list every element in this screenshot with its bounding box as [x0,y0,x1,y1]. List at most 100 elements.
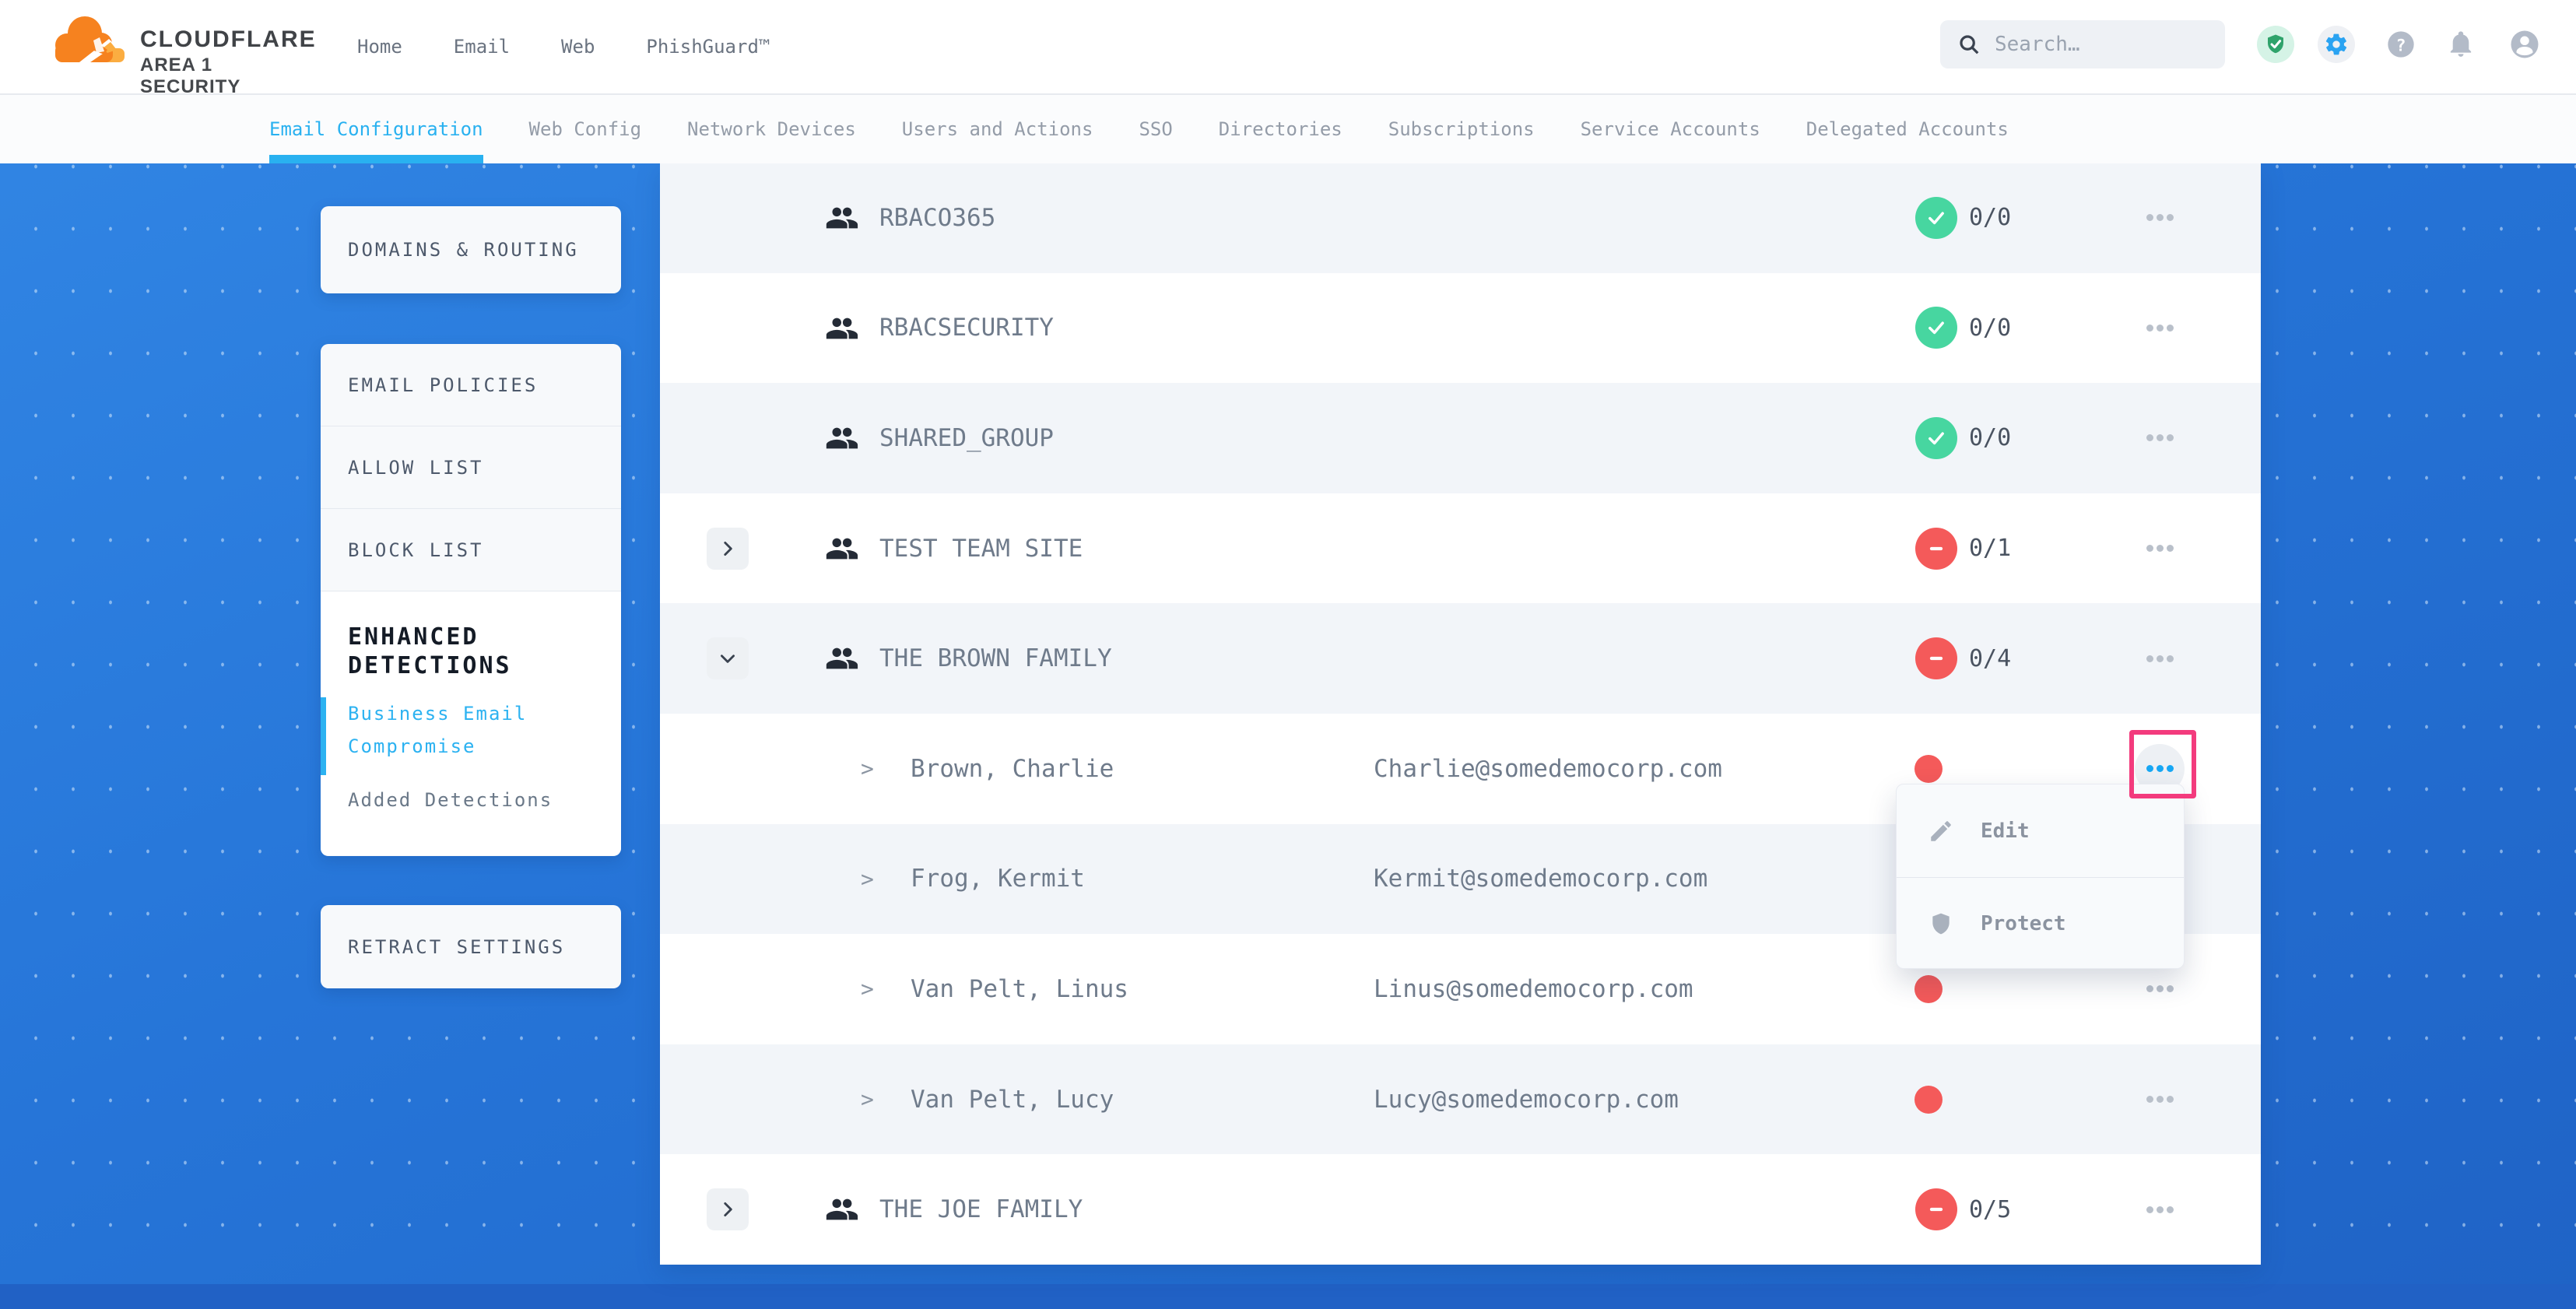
group-icon [823,531,859,567]
cloudflare-cloud-icon [55,16,125,62]
context-menu: Edit Protect [1896,784,2185,969]
row-menu-button[interactable] [2135,964,2185,1014]
user-name: Van Pelt, Lucy [911,1085,1114,1114]
sidebar-item-email-policies[interactable]: EMAIL POLICIES [321,344,621,426]
group-name: THE BROWN FAMILY [879,644,1112,673]
protection-count: 0/1 [1969,535,2012,563]
config-tab[interactable]: Service Accounts [1580,118,1760,140]
search-box[interactable] [1940,20,2225,68]
user-email: Kermit@somedemocorp.com [1374,865,1708,893]
protection-count: 0/4 [1969,644,2012,672]
top-nav: Home Email Web PhishGuard™ [357,0,770,93]
group-row: SHARED_GROUP 0/0 [660,383,2261,493]
group-name: TEST TEAM SITE [879,534,1083,563]
sidebar-item-enhanced-detections[interactable]: ENHANCED DETECTIONS [348,623,512,679]
top-nav-item[interactable]: PhishGuard™ [646,36,770,58]
group-row: THE JOE FAMILY 0/5 [660,1154,2261,1265]
status-badge [1915,637,1957,680]
protection-count: 0/5 [1969,1195,2012,1223]
status-dot [1914,974,1943,1003]
protection-count: 0/0 [1969,204,2012,232]
group-name: RBACO365 [879,203,996,232]
group-name: RBACSECURITY [879,314,1054,342]
context-menu-item-protect[interactable]: Protect [1897,878,2184,969]
active-item-indicator [321,697,326,775]
user-email: Charlie@somedemocorp.com [1374,754,1722,783]
expand-chevron-button[interactable] [707,1188,749,1231]
group-icon [823,200,859,236]
group-row: THE BROWN FAMILY 0/4 [660,603,2261,714]
context-menu-label: Edit [1981,819,2030,843]
sidebar-card-retract-settings[interactable]: RETRACT SETTINGS [321,905,621,988]
sidebar-section-enhanced-detections: ENHANCED DETECTIONS Business Email Compr… [321,591,621,855]
account-avatar-icon[interactable] [2506,26,2543,63]
top-nav-item[interactable]: Email [453,36,511,58]
user-name: Frog, Kermit [911,865,1085,893]
context-menu-item-edit[interactable]: Edit [1897,784,2184,878]
background-bottom-band [0,1284,2576,1309]
sidebar-item-business-email-compromise[interactable]: Business Email Compromise [348,703,528,757]
user-arrow: > [861,756,874,782]
user-email: Lucy@somedemocorp.com [1374,1085,1679,1114]
brand-name: CLOUDFLARE [140,26,317,52]
config-tab[interactable]: Users and Actions [901,118,1093,140]
groups-users-table: RBACO365 0/0 RBACSECURITY 0/0 [660,163,2261,1265]
row-menu-button[interactable] [2135,524,2185,574]
pencil-icon [1928,818,1954,844]
config-tab[interactable]: Network Devices [687,118,856,140]
status-badge [1915,1188,1957,1231]
group-icon [823,640,859,676]
status-dot [1914,754,1943,783]
group-row: RBACSECURITY 0/0 [660,272,2261,384]
row-menu-button[interactable] [2135,633,2185,683]
search-input[interactable] [1993,32,2206,57]
group-icon [823,420,859,456]
expand-chevron-button[interactable] [707,527,749,570]
notifications-bell-icon[interactable] [2442,26,2479,63]
user-name: Brown, Charlie [911,754,1114,783]
config-tab[interactable]: Directories [1218,118,1342,140]
row-menu-button[interactable] [2135,1184,2185,1234]
help-icon[interactable]: ? [2382,26,2420,63]
brand-subtitle: AREA 1 SECURITY [140,54,241,97]
top-nav-item[interactable]: Web [561,36,595,58]
sidebar-item-label: EMAIL POLICIES [348,374,539,396]
user-row: > Brown, Charlie Charlie@somedemocorp.co… [660,713,2261,824]
config-tab[interactable]: Email Configuration [269,95,483,163]
sidebar-item-added-detections[interactable]: Added Detections [348,789,553,811]
status-dot [1914,1085,1943,1114]
expand-chevron-button[interactable] [707,637,749,680]
settings-gear-icon[interactable] [2318,26,2355,63]
user-name: Van Pelt, Linus [911,974,1128,1003]
status-badge [1915,196,1957,239]
group-name: SHARED_GROUP [879,423,1054,452]
security-status-icon[interactable] [2257,26,2294,63]
user-arrow: > [861,1086,874,1113]
config-tabs: Email Configuration Web Config Network Dev… [269,95,2009,163]
sidebar-card-domains-routing[interactable]: DOMAINS & ROUTING [321,206,621,293]
config-tab[interactable]: Delegated Accounts [1806,118,2009,140]
config-tab[interactable]: Subscriptions [1388,118,1535,140]
sidebar-item-label: ALLOW LIST [348,456,484,479]
protection-count: 0/0 [1969,314,2012,342]
group-icon [823,1191,859,1227]
group-row: RBACO365 0/0 [660,163,2261,273]
config-tab[interactable]: SSO [1139,118,1173,140]
config-tabs-bar: Email Configuration Web Config Network Dev… [0,95,2576,163]
row-menu-button[interactable] [2135,303,2185,353]
svg-text:?: ? [2395,36,2406,55]
row-menu-button[interactable] [2135,193,2185,243]
search-icon [1960,35,1979,54]
cloudflare-logo[interactable]: CLOUDFLARE AREA 1 SECURITY [48,6,315,97]
status-badge [1915,307,1957,349]
row-menu-button[interactable] [2135,1075,2185,1125]
top-nav-item[interactable]: Home [357,36,402,58]
status-badge [1915,527,1957,570]
sidebar-item-retract-settings: RETRACT SETTINGS [348,935,566,958]
sidebar-item-block-list[interactable]: BLOCK LIST [321,509,621,591]
config-tab[interactable]: Web Config [528,118,642,140]
sidebar-item-allow-list[interactable]: ALLOW LIST [321,426,621,509]
context-menu-label: Protect [1981,911,2066,935]
row-menu-button[interactable] [2135,413,2185,463]
protection-count: 0/0 [1969,424,2012,452]
